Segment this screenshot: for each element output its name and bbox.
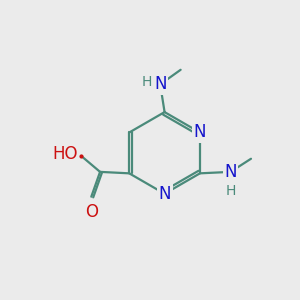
Text: N: N bbox=[158, 185, 171, 203]
Text: HO: HO bbox=[53, 146, 78, 164]
Text: H: H bbox=[142, 75, 152, 89]
Text: N: N bbox=[154, 75, 167, 93]
Text: O: O bbox=[85, 203, 98, 221]
Text: N: N bbox=[224, 163, 237, 181]
Text: N: N bbox=[194, 124, 206, 142]
Text: H: H bbox=[225, 184, 236, 198]
